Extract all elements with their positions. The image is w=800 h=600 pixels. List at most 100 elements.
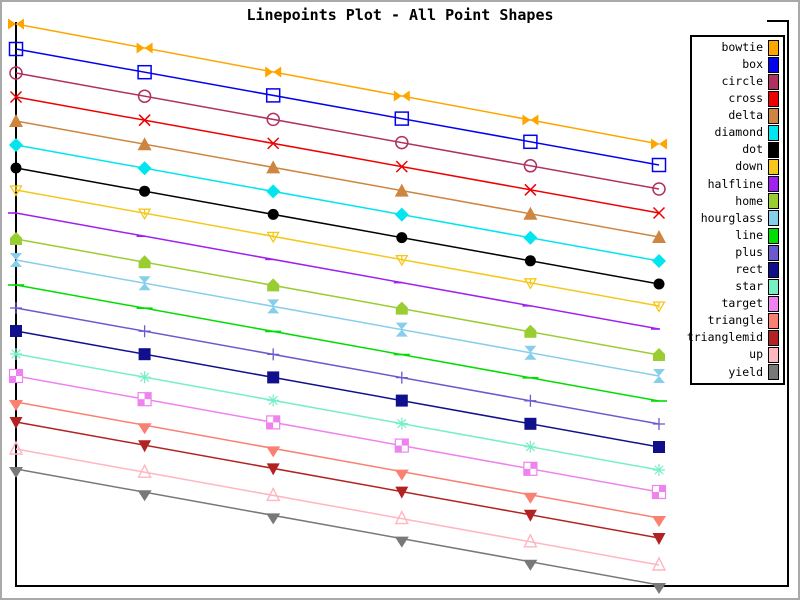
- marker-hourglass-icon: [524, 345, 537, 353]
- marker-delta-icon: [137, 137, 152, 151]
- series-line-rect: [15, 330, 660, 448]
- series-line-yield: [15, 468, 660, 586]
- marker-target-icon: [273, 415, 280, 423]
- marker-yield-icon: [394, 536, 409, 548]
- marker-target-icon: [266, 422, 274, 429]
- marker-up-icon: [651, 556, 667, 571]
- legend-label: box: [742, 56, 763, 71]
- marker-hourglass-icon: [395, 329, 408, 337]
- marker-rect-icon: [138, 348, 151, 361]
- legend-item-home: home: [694, 193, 779, 210]
- marker-star-icon: [653, 464, 665, 476]
- marker-triangle-icon: [137, 423, 152, 435]
- series-line-box: [15, 48, 660, 166]
- legend-swatch-icon: [768, 39, 779, 56]
- marker-star-icon: [524, 440, 537, 453]
- marker-up-icon: [8, 440, 24, 455]
- marker-triangle-icon: [652, 516, 666, 527]
- marker-hourglass-icon: [267, 299, 280, 307]
- legend-item-cross: cross: [694, 90, 779, 107]
- marker-diamond-icon: [394, 207, 409, 222]
- marker-home-icon: [138, 255, 151, 269]
- marker-target-icon: [144, 392, 152, 400]
- legend-label: line: [735, 227, 763, 242]
- series-line-hourglass: [15, 259, 660, 377]
- marker-dot-icon: [396, 232, 408, 244]
- marker-target-icon: [16, 369, 23, 376]
- marker-box-icon: [8, 41, 24, 57]
- legend-item-down: down: [694, 159, 779, 176]
- marker-hourglass-icon: [138, 283, 151, 291]
- marker-target-icon: [138, 399, 145, 406]
- legend-label: dot: [742, 142, 763, 157]
- legend-item-circle: circle: [694, 73, 779, 90]
- marker-dot-icon: [10, 162, 22, 174]
- marker-bowtie-icon: [273, 66, 282, 78]
- series-line-triangle: [15, 401, 660, 519]
- marker-target-icon: [652, 492, 659, 499]
- marker-dot-icon: [653, 278, 665, 290]
- marker-trianglemid-icon: [138, 440, 152, 453]
- legend-label: plus: [735, 244, 763, 259]
- marker-up-icon: [523, 533, 538, 548]
- marker-delta-icon: [523, 206, 538, 220]
- marker-yield-icon: [137, 490, 152, 502]
- legend-item-halfline: halfline: [694, 176, 779, 193]
- marker-hourglass-icon: [524, 352, 537, 360]
- legend-item-line: line: [694, 227, 779, 244]
- series-line-down: [15, 189, 660, 307]
- marker-dot-icon: [267, 208, 279, 220]
- marker-up-icon: [266, 486, 281, 502]
- marker-bowtie-icon: [401, 90, 410, 102]
- legend-item-star: star: [694, 278, 779, 295]
- marker-rect-icon: [653, 441, 665, 453]
- marker-hourglass-icon: [10, 260, 22, 267]
- marker-triangle-icon: [394, 469, 409, 481]
- legend-label: delta: [728, 108, 763, 123]
- marker-target-icon: [659, 485, 666, 492]
- series-line-delta: [15, 120, 660, 238]
- marker-hourglass-icon: [653, 376, 665, 383]
- marker-trianglemid-icon: [9, 417, 23, 429]
- legend-item-dot: dot: [694, 142, 779, 159]
- marker-rect-icon: [10, 325, 22, 337]
- marker-dot-icon: [524, 255, 536, 267]
- legend-item-yield: yield: [694, 364, 779, 381]
- marker-bowtie-icon: [393, 90, 402, 102]
- legend-label: bowtie: [721, 39, 763, 54]
- marker-circle-icon: [137, 89, 152, 103]
- legend-item-hourglass: hourglass: [694, 210, 779, 227]
- marker-circle-icon: [652, 182, 666, 196]
- marker-hourglass-icon: [395, 322, 408, 330]
- series-line-diamond: [15, 144, 660, 262]
- legend-swatch-icon: [768, 142, 779, 159]
- marker-bowtie-icon: [522, 114, 531, 126]
- marker-delta-icon: [9, 114, 23, 127]
- series-line-halfline: [15, 212, 660, 330]
- series-line-bowtie: [15, 23, 660, 145]
- marker-cross-icon: [138, 114, 151, 127]
- marker-trianglemid-icon: [266, 463, 280, 476]
- marker-diamond-icon: [652, 254, 666, 268]
- series-line-dot: [15, 167, 660, 285]
- marker-plus-icon: [653, 418, 665, 430]
- marker-cross-icon: [652, 206, 666, 220]
- marker-bowtie-icon: [530, 114, 539, 126]
- series-line-trianglemid: [15, 421, 660, 539]
- marker-triangle-icon: [523, 492, 538, 504]
- marker-plus-icon: [138, 325, 151, 338]
- legend-label: hourglass: [700, 210, 763, 225]
- marker-rect-icon: [395, 394, 408, 407]
- marker-bowtie-icon: [659, 138, 667, 150]
- marker-bowtie-icon: [16, 18, 24, 30]
- marker-plus-icon: [10, 302, 22, 314]
- legend-label: rect: [735, 262, 763, 277]
- legend-swatch-icon: [768, 364, 779, 381]
- legend-label: up: [749, 347, 763, 362]
- legend-label: triangle: [707, 313, 763, 328]
- marker-box-icon: [137, 64, 152, 80]
- legend-swatch-icon: [768, 295, 779, 312]
- marker-target-icon: [395, 445, 402, 453]
